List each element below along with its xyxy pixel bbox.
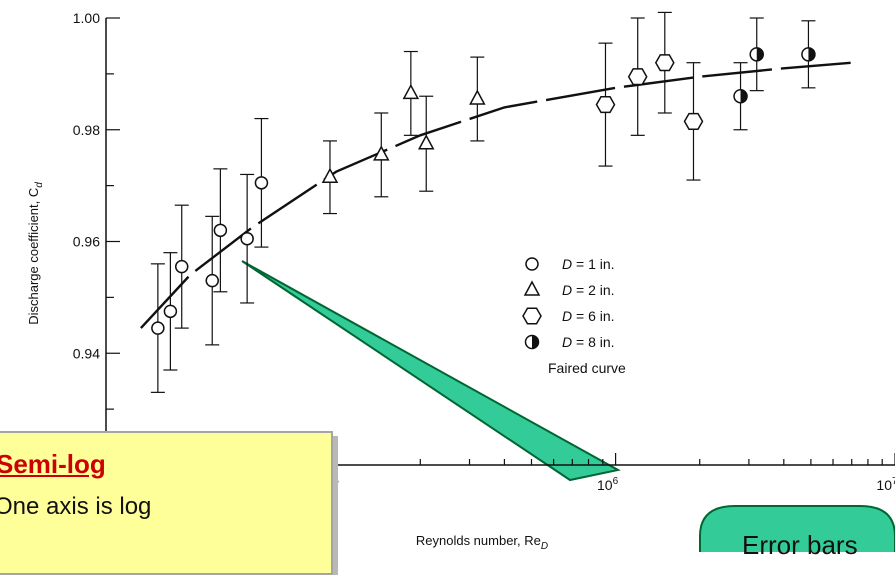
plot-layer: 0.940.960.981.00105106107Reynolds number…	[26, 10, 895, 552]
y-tick-label: 0.96	[73, 234, 100, 250]
legend-label: D = 1 in.	[562, 256, 615, 272]
legend-marker	[523, 280, 541, 296]
faired-curve	[140, 61, 852, 329]
data-point	[174, 259, 189, 274]
data-point	[321, 167, 339, 183]
data-point-fill	[808, 47, 815, 61]
note-text: One axis is log	[0, 493, 152, 520]
data-point	[163, 304, 178, 319]
data-point	[205, 273, 219, 288]
legend-marker	[522, 307, 542, 325]
legend-marker	[525, 257, 539, 271]
data-point	[749, 47, 764, 62]
callout-pointer	[241, 260, 621, 482]
legend-label: D = 2 in.	[562, 282, 615, 298]
data-point	[373, 145, 390, 161]
data-point	[733, 88, 748, 104]
data-point	[595, 96, 616, 114]
data-point-fill	[756, 47, 764, 61]
data-point	[254, 176, 269, 190]
data-point	[627, 68, 648, 86]
y-tick-label: 0.98	[73, 122, 100, 138]
callout-bubble	[699, 505, 895, 552]
data-point	[801, 47, 816, 62]
data-point	[469, 89, 486, 105]
data-point	[683, 112, 704, 130]
x-axis-title: Reynolds number, ReD	[416, 533, 548, 552]
y-axis-title: Discharge coefficient, Cd	[26, 182, 45, 325]
x-tick-label: 107	[876, 476, 895, 493]
data-point	[151, 321, 165, 335]
x-tick-label: 106	[597, 476, 619, 493]
chart-canvas: 0.940.960.981.00105106107Reynolds number…	[26, 10, 895, 552]
legend-marker-fill	[532, 335, 539, 349]
legend-label-faired: Faired curve	[548, 360, 626, 376]
y-tick-label: 1.00	[73, 10, 100, 26]
legend-marker	[524, 334, 540, 350]
data-point-fill	[740, 89, 748, 103]
y-tick-label: 0.94	[73, 345, 100, 361]
legend-label: D = 8 in.	[562, 334, 615, 350]
data-point	[402, 83, 420, 100]
data-point	[417, 134, 435, 150]
data-point	[240, 231, 254, 246]
callout-label: Error bars	[742, 530, 858, 560]
data-point	[654, 54, 675, 72]
note-title: Semi-log	[0, 449, 106, 479]
data-point	[213, 223, 228, 238]
legend-label: D = 6 in.	[562, 308, 615, 324]
semi-log-note: Semi-log One axis is log	[0, 431, 333, 575]
